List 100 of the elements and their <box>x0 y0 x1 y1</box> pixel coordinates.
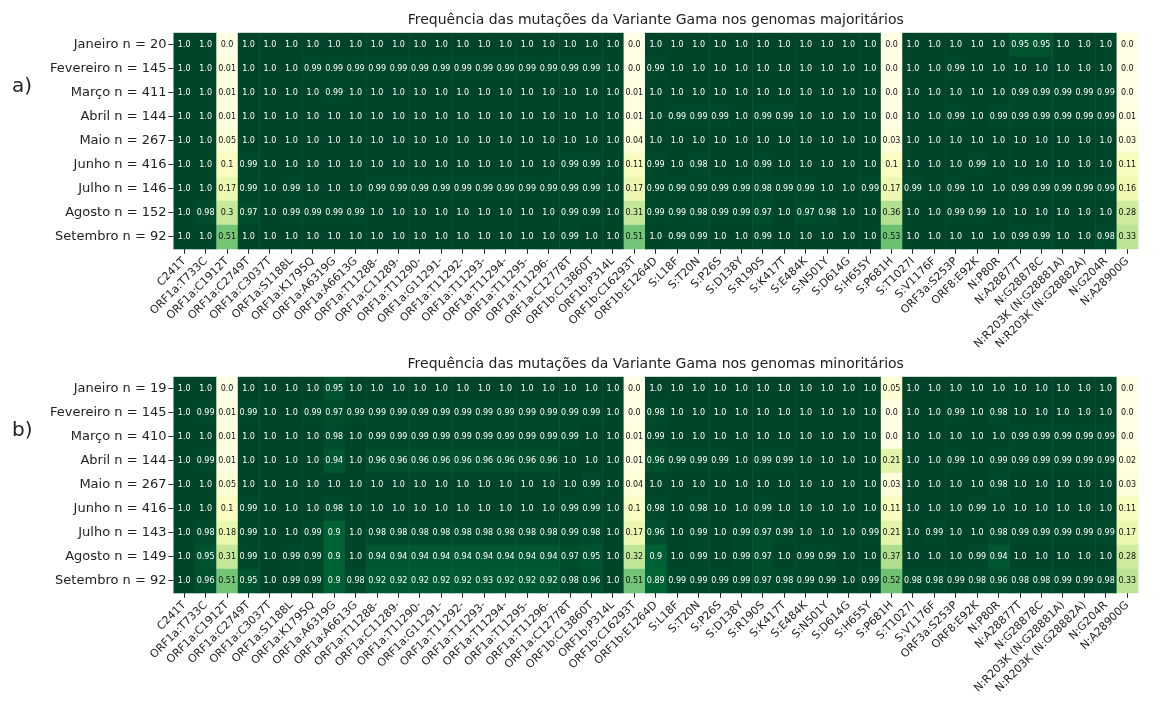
data-label: 1.0 <box>713 63 727 73</box>
data-label: 0.99 <box>368 183 387 193</box>
data-label: 1.0 <box>520 383 534 393</box>
data-label: 1.0 <box>1099 39 1113 49</box>
data-label: 0.01 <box>218 455 236 465</box>
data-label: 1.0 <box>285 159 298 169</box>
data-label: 1.0 <box>863 231 877 241</box>
data-label: 1.0 <box>1056 63 1070 73</box>
data-label: 1.0 <box>1099 407 1113 417</box>
data-label: 1.0 <box>735 479 748 489</box>
data-label: 1.0 <box>435 383 448 393</box>
data-label: 1.0 <box>842 231 856 241</box>
data-label: 0.0 <box>627 383 641 393</box>
data-label: 1.0 <box>949 503 963 513</box>
data-label: 0.99 <box>282 551 301 561</box>
data-label: 1.0 <box>177 231 191 241</box>
data-label: 0.01 <box>218 407 236 417</box>
data-label: 1.0 <box>1078 503 1091 513</box>
data-label: 0.01 <box>218 63 236 73</box>
data-label: 0.99 <box>711 455 729 465</box>
data-label: 1.0 <box>928 63 941 73</box>
y-tick-label: Fevereiro n = 145 <box>50 404 167 420</box>
data-label: 1.0 <box>499 231 513 241</box>
data-label: 0.99 <box>732 183 751 193</box>
data-label: 0.94 <box>432 551 451 561</box>
data-label: 1.0 <box>970 111 984 121</box>
data-label: 1.0 <box>1013 135 1027 145</box>
data-label: 1.0 <box>263 111 277 121</box>
data-label: 1.0 <box>285 383 298 393</box>
data-label: 1.0 <box>606 63 620 73</box>
data-label: 0.99 <box>796 183 815 193</box>
data-label: 1.0 <box>263 207 277 217</box>
data-label: 0.99 <box>561 207 579 217</box>
data-label: 0.99 <box>818 575 837 585</box>
data-label: 1.0 <box>820 383 834 393</box>
data-label: 1.0 <box>285 231 298 241</box>
data-label: 0.99 <box>775 183 794 193</box>
data-label: 0.99 <box>1075 183 1094 193</box>
data-label: 1.0 <box>1056 135 1070 145</box>
data-label: 0.99 <box>775 111 794 121</box>
data-label: 1.0 <box>1099 159 1113 169</box>
data-label: 0.99 <box>861 183 879 193</box>
data-label: 1.0 <box>199 479 212 489</box>
data-label: 1.0 <box>263 135 277 145</box>
data-label: 1.0 <box>799 159 813 169</box>
data-label: 1.0 <box>1056 207 1070 217</box>
data-label: 0.99 <box>411 407 429 417</box>
data-label: 0.95 <box>1011 39 1030 49</box>
data-label: 1.0 <box>263 87 277 97</box>
data-label: 1.0 <box>756 407 770 417</box>
data-label: 1.0 <box>370 503 384 513</box>
data-label: 0.99 <box>1096 527 1115 537</box>
data-label: 1.0 <box>670 407 684 417</box>
data-label: 1.0 <box>435 503 448 513</box>
data-label: 0.99 <box>389 183 408 193</box>
data-label: 1.0 <box>670 159 684 169</box>
data-label: 1.0 <box>777 503 791 513</box>
data-label: 0.98 <box>689 503 708 513</box>
data-label: 0.36 <box>882 207 901 217</box>
data-label: 1.0 <box>606 159 620 169</box>
data-label: 0.98 <box>453 527 472 537</box>
data-label: 1.0 <box>413 39 427 49</box>
data-label: 1.0 <box>306 455 320 465</box>
data-label: 0.98 <box>411 527 429 537</box>
data-label: 1.0 <box>928 183 941 193</box>
data-label: 1.0 <box>928 431 941 441</box>
data-label: 1.0 <box>756 431 770 441</box>
data-label: 1.0 <box>928 159 941 169</box>
data-label: 0.0 <box>627 407 641 417</box>
data-label: 0.99 <box>754 455 772 465</box>
data-label: 0.01 <box>218 111 236 121</box>
data-label: 1.0 <box>520 111 534 121</box>
data-label: 1.0 <box>370 39 384 49</box>
data-label: 1.0 <box>863 39 877 49</box>
data-label: 1.0 <box>713 503 727 513</box>
data-label: 0.99 <box>368 431 387 441</box>
data-label: 1.0 <box>435 231 448 241</box>
data-label: 1.0 <box>949 431 963 441</box>
data-label: 1.0 <box>327 479 341 489</box>
data-label: 1.0 <box>349 503 363 513</box>
data-label: 0.95 <box>239 575 258 585</box>
data-label: 1.0 <box>1013 207 1027 217</box>
data-label: 0.99 <box>325 87 344 97</box>
data-label: 1.0 <box>242 63 255 73</box>
data-label: 0.98 <box>582 527 601 537</box>
data-label: 0.99 <box>1032 431 1051 441</box>
data-label: 0.99 <box>946 407 965 417</box>
y-tick-label: Agosto n = 152 <box>65 204 167 220</box>
data-label: 1.0 <box>499 383 513 393</box>
data-label: 0.99 <box>968 503 987 513</box>
data-label: 1.0 <box>477 383 491 393</box>
data-label: 1.0 <box>585 455 598 465</box>
data-label: 1.0 <box>456 231 470 241</box>
data-label: 1.0 <box>1013 383 1027 393</box>
data-label: 0.99 <box>1011 183 1030 193</box>
data-label: 1.0 <box>263 183 277 193</box>
data-label: 0.33 <box>1118 575 1137 585</box>
data-label: 0.0 <box>1120 87 1134 97</box>
data-label: 1.0 <box>263 231 277 241</box>
data-label: 1.0 <box>713 383 727 393</box>
